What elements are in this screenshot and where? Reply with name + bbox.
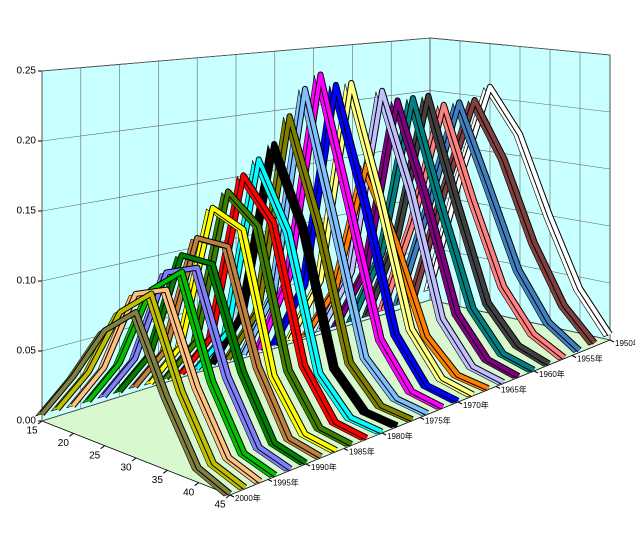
tick-mark	[194, 482, 199, 487]
x-tick-label: 40	[183, 487, 195, 498]
x-tick-label: 25	[89, 450, 101, 461]
ribbon	[428, 84, 612, 336]
z-tick-label: 1970年	[463, 400, 489, 410]
ribbon	[319, 88, 505, 384]
y-tick-label: 0.25	[17, 66, 37, 77]
x-tick-label: 15	[26, 426, 38, 437]
ribbon	[273, 82, 459, 403]
ribbon	[71, 287, 262, 483]
tick-mark	[225, 494, 231, 499]
tick-mark	[609, 339, 615, 343]
tick-mark	[100, 445, 105, 450]
tick-mark	[343, 448, 349, 451]
z-tick-label: 1955年	[577, 354, 603, 364]
ribbon	[412, 98, 597, 344]
z-tick-label: 1975年	[425, 416, 451, 426]
tick-mark	[163, 469, 168, 474]
z-tick-label: 1995年	[273, 478, 299, 488]
y-tick-label: 0.10	[17, 276, 37, 287]
y-tick-label: 0.15	[17, 206, 37, 217]
z-tick-label: 1960年	[539, 369, 565, 379]
tick-mark	[69, 432, 74, 437]
z-tick-label: 1990年	[311, 462, 337, 472]
ribbon	[40, 310, 232, 496]
ribbon	[288, 81, 475, 397]
x-tick-label: 20	[58, 438, 70, 449]
tick-mark	[495, 386, 501, 389]
y-tick-label: 0.00	[17, 416, 37, 427]
ribbon	[350, 96, 535, 372]
z-tick-label: 1985年	[349, 447, 375, 457]
tick-mark	[131, 457, 137, 462]
ribbon	[55, 291, 247, 489]
z-tick-label: 1965年	[501, 385, 527, 395]
y-tick-label: 0.05	[17, 346, 37, 357]
tick-mark	[419, 417, 425, 420]
x-tick-label: 30	[120, 463, 132, 474]
tick-mark	[381, 432, 387, 436]
z-tick-label: 1950年	[615, 338, 635, 348]
tick-mark	[37, 420, 43, 425]
tick-mark	[267, 479, 273, 482]
tick-mark	[571, 355, 577, 358]
x-tick-label: 35	[152, 475, 164, 486]
ribbon	[87, 269, 277, 477]
y-tick-label: 0.20	[17, 136, 37, 147]
tick-mark	[533, 370, 539, 374]
ribbon	[257, 72, 444, 409]
tick-mark	[457, 401, 463, 405]
z-tick-label: 2000年	[235, 493, 261, 503]
tick-mark	[229, 494, 235, 498]
tick-mark	[305, 463, 311, 467]
x-tick-label: 45	[214, 500, 226, 511]
z-tick-label: 1980年	[387, 431, 413, 441]
ribbon	[102, 265, 292, 471]
